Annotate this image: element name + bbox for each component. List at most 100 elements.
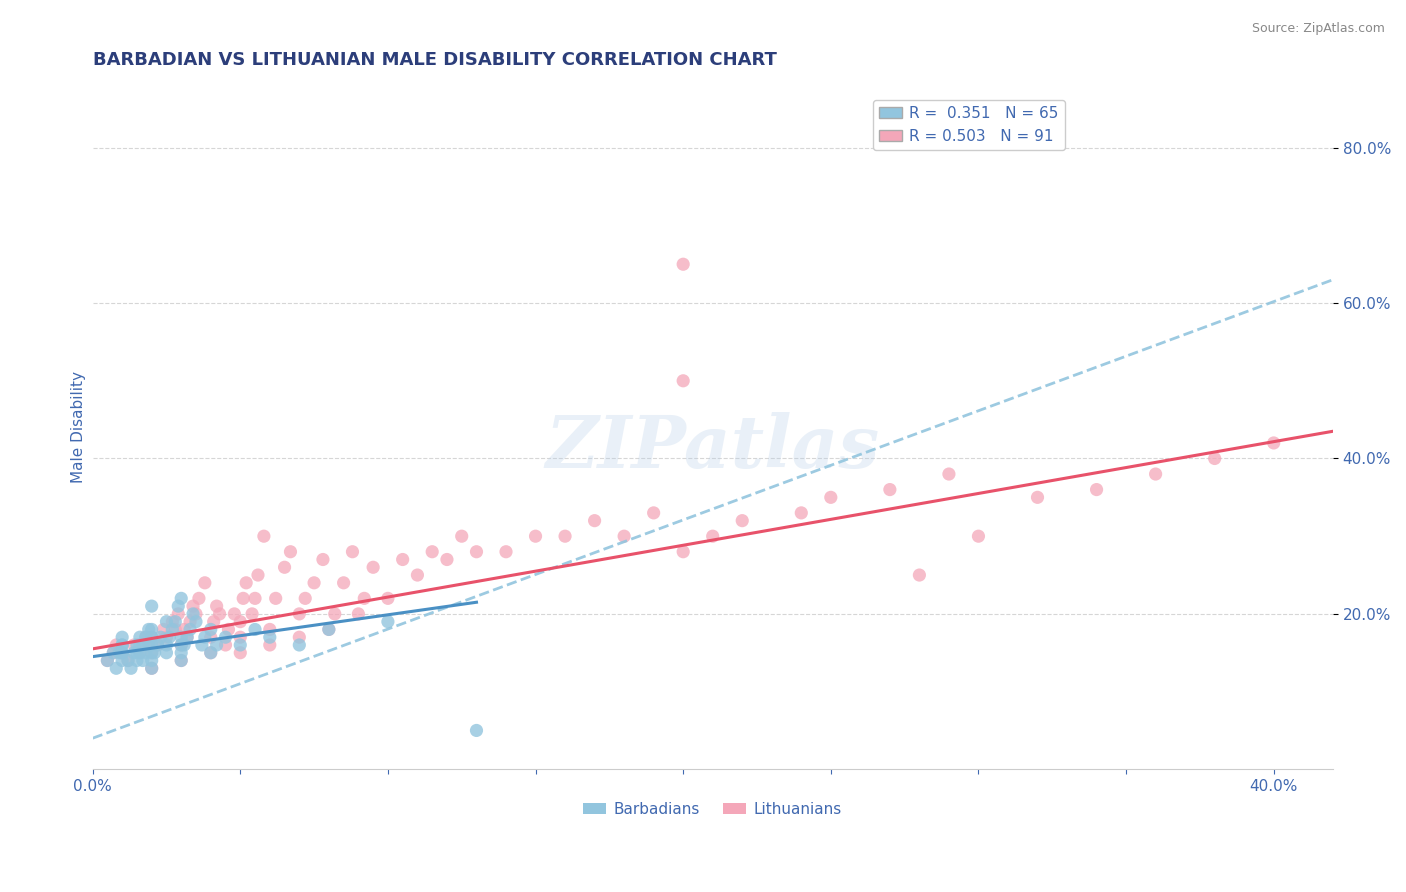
Point [200, 646, 222, 660]
Point [465, 723, 488, 738]
Point [165, 615, 187, 629]
Point [273, 560, 295, 574]
Point [111, 638, 134, 652]
Point [125, 638, 148, 652]
Point [132, 653, 155, 667]
Point [165, 623, 187, 637]
Point [908, 568, 931, 582]
Point [495, 545, 517, 559]
Point [302, 575, 325, 590]
Point [224, 607, 246, 621]
Point [288, 638, 311, 652]
Point [200, 630, 222, 644]
Point [141, 661, 163, 675]
Point [170, 646, 193, 660]
Point [342, 545, 364, 559]
Point [246, 568, 269, 582]
Point [122, 646, 145, 660]
Point [155, 646, 177, 660]
Point [141, 646, 163, 660]
Point [259, 630, 281, 644]
Point [672, 257, 695, 271]
Point [111, 638, 134, 652]
Point [205, 638, 228, 652]
Point [105, 661, 128, 675]
Point [173, 623, 195, 637]
Point [111, 630, 134, 644]
Point [128, 638, 150, 652]
Point [243, 623, 266, 637]
Point [176, 630, 198, 644]
Point [117, 653, 139, 667]
Point [135, 630, 157, 644]
Point [125, 646, 148, 660]
Point [229, 630, 252, 644]
Point [1204, 451, 1226, 466]
Point [208, 607, 231, 621]
Point [103, 646, 125, 660]
Point [152, 623, 174, 637]
Point [243, 591, 266, 606]
Point [879, 483, 901, 497]
Point [672, 545, 695, 559]
Point [135, 630, 157, 644]
Point [1144, 467, 1167, 481]
Point [191, 638, 214, 652]
Point [205, 599, 228, 614]
Point [120, 661, 142, 675]
Point [253, 529, 276, 543]
Point [176, 630, 198, 644]
Point [294, 591, 316, 606]
Point [790, 506, 813, 520]
Point [436, 552, 458, 566]
Text: ZIPatlas: ZIPatlas [546, 412, 880, 483]
Point [583, 514, 606, 528]
Point [138, 638, 160, 652]
Point [96, 653, 118, 667]
Point [146, 638, 169, 652]
Point [162, 623, 184, 637]
Point [162, 615, 184, 629]
Point [187, 591, 209, 606]
Point [170, 630, 193, 644]
Point [141, 638, 163, 652]
Point [111, 646, 134, 660]
Point [141, 661, 163, 675]
Point [111, 646, 134, 660]
Point [214, 638, 236, 652]
Point [141, 653, 163, 667]
Point [170, 638, 193, 652]
Point [155, 638, 177, 652]
Point [332, 575, 354, 590]
Point [141, 630, 163, 644]
Point [141, 623, 163, 637]
Point [391, 552, 413, 566]
Point [167, 607, 190, 621]
Point [240, 607, 263, 621]
Point [200, 646, 222, 660]
Point [323, 607, 346, 621]
Point [143, 646, 166, 660]
Point [146, 638, 169, 652]
Point [155, 615, 177, 629]
Point [377, 615, 399, 629]
Point [318, 623, 340, 637]
Point [465, 545, 488, 559]
Point [731, 514, 754, 528]
Point [420, 545, 443, 559]
Point [108, 646, 131, 660]
Point [135, 646, 157, 660]
Point [200, 623, 222, 637]
Point [643, 506, 665, 520]
Point [194, 575, 217, 590]
Point [1085, 483, 1108, 497]
Point [128, 646, 150, 660]
Point [232, 591, 254, 606]
Point [214, 630, 236, 644]
Point [235, 575, 257, 590]
Text: Source: ZipAtlas.com: Source: ZipAtlas.com [1251, 22, 1385, 36]
Point [181, 599, 204, 614]
Point [347, 607, 370, 621]
Point [128, 646, 150, 660]
Point [105, 638, 128, 652]
